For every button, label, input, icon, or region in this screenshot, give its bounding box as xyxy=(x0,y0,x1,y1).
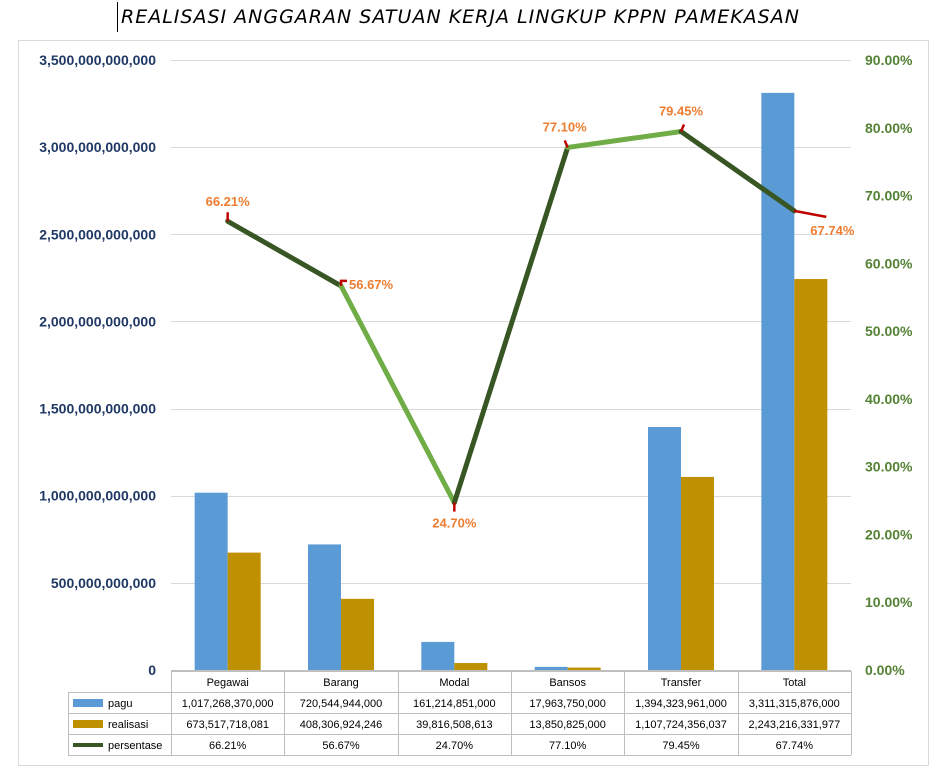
data-label-persentase: 56.67% xyxy=(349,277,394,292)
data-label-persentase: 24.70% xyxy=(432,516,477,531)
data-table: Pegawai Barang Modal Bansos Transfer Total pag… xyxy=(68,671,852,756)
y-right-tick-label: 60.00% xyxy=(865,255,913,271)
bar-pagu xyxy=(308,544,341,670)
bar-realisasi xyxy=(341,598,374,670)
y-left-tick-label: 1,500,000,000,000 xyxy=(39,401,156,417)
line-segment-persentase xyxy=(225,218,344,289)
bar-pagu xyxy=(761,92,795,670)
bar-pagu xyxy=(534,666,568,670)
table-cell-persentase: 79.45% xyxy=(662,740,700,752)
table-cell-realisasi: 673,517,718,081 xyxy=(186,719,269,731)
table-cell-persentase: 24.70% xyxy=(436,740,474,752)
bar-pagu xyxy=(648,426,681,670)
table-cell-persentase: 77.10% xyxy=(549,740,587,752)
table-header-category: Transfer xyxy=(661,677,702,689)
table-cell-realisasi: 13,850,825,000 xyxy=(529,719,605,731)
y-right-tick-label: 50.00% xyxy=(865,323,913,339)
bar-realisasi xyxy=(681,476,714,670)
y-right-tick-label: 70.00% xyxy=(865,188,913,204)
y-right-tick-label: 20.00% xyxy=(865,526,913,542)
y-left-tick-label: 0 xyxy=(148,662,156,678)
table-cell-realisasi: 39,816,508,613 xyxy=(416,719,492,731)
chart-title: REALISASI ANGGARAN SATUAN KERJA LINGKUP … xyxy=(117,2,800,32)
table-cell-pagu: 161,214,851,000 xyxy=(413,698,496,710)
y-left-tick-label: 1,000,000,000,000 xyxy=(39,488,156,504)
legend-key-pagu xyxy=(73,699,103,707)
table-header-category: Pegawai xyxy=(207,677,249,689)
line-segment-persentase xyxy=(451,144,571,506)
y-right-tick-label: 80.00% xyxy=(865,120,913,136)
bar-realisasi xyxy=(567,667,601,670)
table-cell-pagu: 1,017,268,370,000 xyxy=(182,698,274,710)
legend-label-persentase: persentase xyxy=(108,740,162,752)
y-right-tick-label: 40.00% xyxy=(865,391,913,407)
bar-realisasi xyxy=(454,663,488,670)
table-cell-pagu: 17,963,750,000 xyxy=(529,698,605,710)
table-header-category: Total xyxy=(783,677,806,689)
table-cell-pagu: 1,394,323,961,000 xyxy=(635,698,727,710)
table-header-category: Bansos xyxy=(549,677,586,689)
table-cell-persentase: 67.74% xyxy=(776,740,814,752)
legend-label-pagu: pagu xyxy=(108,698,132,710)
table-cell-realisasi: 2,243,216,331,977 xyxy=(748,719,840,731)
y-left-tick-label: 2,500,000,000,000 xyxy=(39,226,156,242)
y-left-tick-label: 500,000,000,000 xyxy=(51,575,156,591)
y-left-tick-label: 3,000,000,000,000 xyxy=(39,139,156,155)
legend-label-realisasi: realisasi xyxy=(108,719,148,731)
y-right-tick-label: 10.00% xyxy=(865,594,913,610)
data-label-persentase: 79.45% xyxy=(659,104,704,119)
data-label-persentase: 77.10% xyxy=(543,119,588,134)
y-left-tick-label: 2,000,000,000,000 xyxy=(39,313,156,329)
line-segment-persentase xyxy=(565,129,684,150)
line-marker-persentase xyxy=(679,124,686,132)
table-cell-pagu: 3,311,315,876,000 xyxy=(749,698,840,710)
bar-realisasi xyxy=(794,279,828,670)
data-label-persentase: 67.74% xyxy=(810,223,855,238)
table-cell-persentase: 66.21% xyxy=(209,740,247,752)
line-segment-persentase xyxy=(678,129,797,214)
line-marker-persentase xyxy=(563,139,569,148)
line-segment-persentase xyxy=(338,283,457,506)
y-right-tick-label: 0.00% xyxy=(865,662,905,678)
table-header-category: Barang xyxy=(323,677,358,689)
bar-pagu xyxy=(194,492,228,670)
y-right-tick-label: 90.00% xyxy=(865,52,913,68)
legend-key-realisasi xyxy=(73,720,103,728)
data-label-persentase: 66.21% xyxy=(206,194,251,209)
table-cell-realisasi: 1,107,724,356,037 xyxy=(635,719,727,731)
table-cell-realisasi: 408,306,924,246 xyxy=(300,719,383,731)
y-left-tick-label: 3,500,000,000,000 xyxy=(39,52,156,68)
table-cell-pagu: 720,544,944,000 xyxy=(300,698,383,710)
line-marker-persentase xyxy=(339,279,347,286)
chart-frame xyxy=(18,40,929,766)
table-cell-persentase: 56.67% xyxy=(322,740,360,752)
line-marker-persentase xyxy=(794,209,827,219)
table-header-category: Modal xyxy=(439,677,469,689)
bar-pagu xyxy=(421,641,455,670)
bar-realisasi xyxy=(227,552,261,670)
y-right-tick-label: 30.00% xyxy=(865,459,913,475)
